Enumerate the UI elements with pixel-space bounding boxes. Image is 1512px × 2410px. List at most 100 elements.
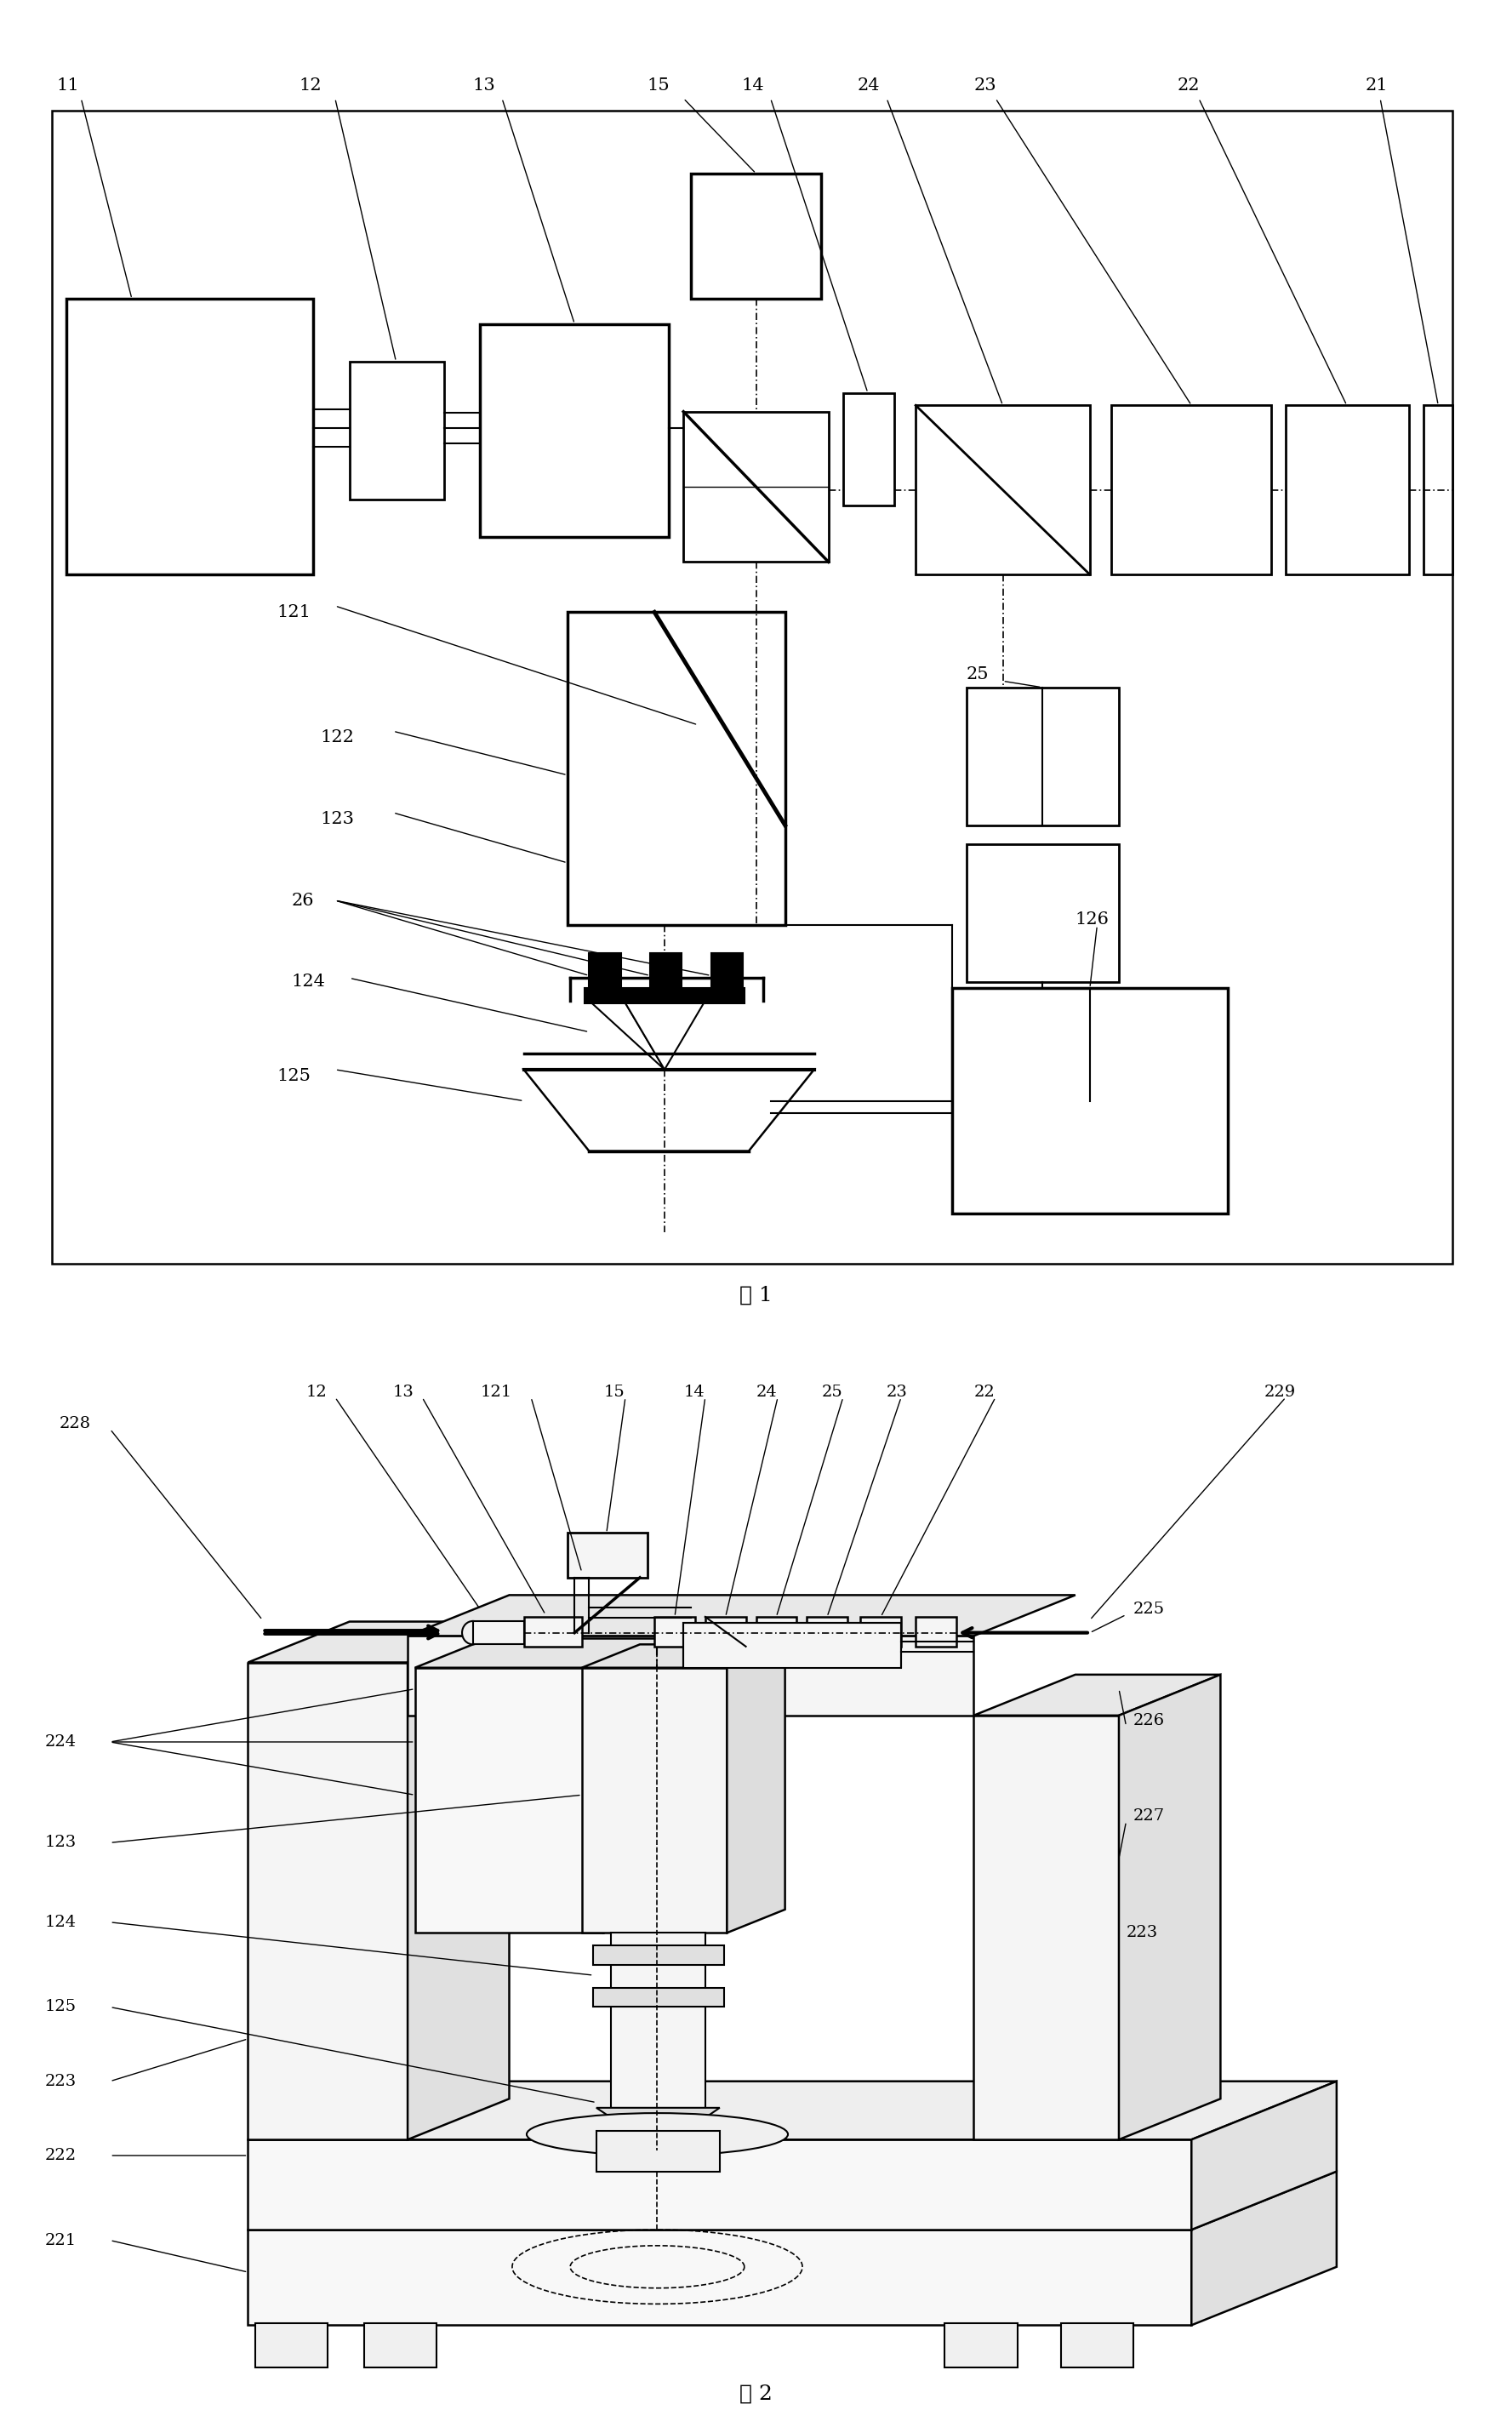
Text: 13: 13 [393,1383,414,1400]
Text: 15: 15 [647,77,670,94]
Text: 14: 14 [683,1383,705,1400]
Text: 26: 26 [292,892,314,909]
Text: 121: 121 [481,1383,511,1400]
Bar [1111,405,1272,574]
Polygon shape [624,1000,705,1070]
Text: 223: 223 [45,2073,77,2089]
Bar [67,299,313,574]
Bar [596,2130,720,2171]
Bar [945,2323,1018,2367]
Bar [1061,2323,1134,2367]
Text: 224: 224 [45,1735,76,1750]
Bar [650,952,682,1000]
Text: 229: 229 [1264,1383,1296,1400]
Polygon shape [408,1595,1075,1636]
Text: 25: 25 [966,668,989,682]
Bar [655,1617,696,1646]
Text: 221: 221 [45,2232,76,2249]
Text: 11: 11 [56,77,79,94]
Text: 225: 225 [1134,1603,1164,1617]
Text: 228: 228 [59,1417,91,1432]
Bar [966,844,1119,981]
Polygon shape [248,1622,510,1663]
Polygon shape [414,1668,603,1933]
Bar [256,2323,328,2367]
Bar [916,1617,956,1646]
Text: 121: 121 [277,605,311,619]
Bar [916,405,1090,574]
Text: 226: 226 [1134,1714,1164,1728]
Text: 图 2: 图 2 [739,2383,773,2403]
Polygon shape [408,1622,510,2140]
Text: 24: 24 [857,77,880,94]
Polygon shape [603,1639,676,1933]
Bar [860,1617,901,1646]
Text: 14: 14 [741,77,764,94]
Bar [364,2323,437,2367]
Bar [807,1617,847,1646]
Text: 125: 125 [45,2000,76,2015]
Polygon shape [974,1716,1119,2140]
Bar [593,1945,724,1964]
Bar [711,952,742,1000]
Bar [683,1624,901,1668]
Polygon shape [248,2140,1191,2229]
Polygon shape [582,1644,785,1668]
Bar [966,687,1119,824]
Text: 23: 23 [886,1383,907,1400]
Text: 227: 227 [1134,1808,1164,1824]
Bar [473,1622,523,1644]
Polygon shape [1191,2171,1337,2326]
Text: 125: 125 [277,1068,311,1084]
Text: 12: 12 [305,1383,327,1400]
Text: 21: 21 [1365,77,1388,94]
Text: 223: 223 [1126,1926,1158,1940]
Text: 126: 126 [1075,911,1110,928]
Polygon shape [414,1639,676,1668]
Bar [756,1617,797,1646]
Polygon shape [1191,2082,1337,2229]
Text: 23: 23 [974,77,996,94]
Bar [1285,405,1409,574]
Bar [481,323,668,537]
Text: 25: 25 [821,1383,842,1400]
Polygon shape [582,1668,727,1933]
Text: 124: 124 [292,974,325,991]
Bar [567,1533,647,1579]
Polygon shape [248,2082,1337,2140]
Bar [683,412,829,562]
Bar [567,612,785,925]
Text: 22: 22 [1176,77,1199,94]
Bar [585,988,744,1003]
Text: 12: 12 [299,77,322,94]
Text: 123: 123 [45,1834,77,1851]
Bar [349,362,445,499]
Text: 15: 15 [603,1383,624,1400]
Polygon shape [248,2229,1191,2326]
Polygon shape [248,1663,408,2140]
Bar [953,988,1228,1215]
Bar [590,952,621,1000]
Ellipse shape [463,1622,484,1644]
Text: 24: 24 [756,1383,777,1400]
Text: 13: 13 [473,77,496,94]
Bar [1424,405,1453,574]
Text: 222: 222 [45,2147,76,2164]
Text: 123: 123 [321,810,355,827]
Ellipse shape [526,2114,788,2155]
Text: 124: 124 [45,1914,76,1930]
Bar [593,1988,724,2008]
Polygon shape [596,2109,720,2140]
Bar [691,174,821,299]
Polygon shape [408,1636,974,1716]
Text: 122: 122 [321,730,354,745]
Text: 图 1: 图 1 [739,1285,773,1304]
Bar [705,1617,745,1646]
Polygon shape [523,1070,813,1152]
Polygon shape [974,1675,1220,1716]
Bar [523,1617,582,1646]
Text: 22: 22 [974,1383,995,1400]
Bar [844,393,894,506]
Polygon shape [1119,1675,1220,2140]
Polygon shape [590,1000,665,1070]
